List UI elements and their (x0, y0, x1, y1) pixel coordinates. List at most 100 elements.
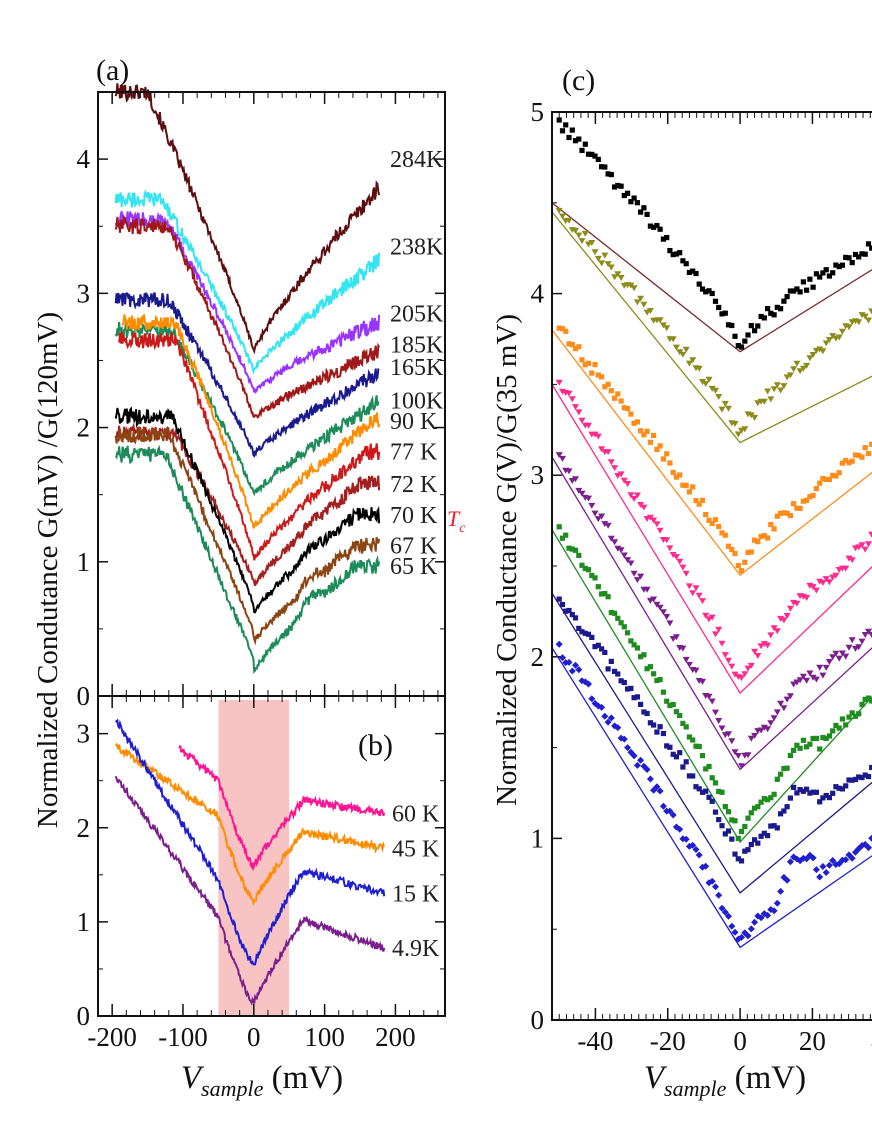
panel-c-data-point (581, 230, 589, 237)
panel-c-data-point (862, 772, 868, 778)
panel-b-series-label: 60 K (392, 802, 440, 828)
panel-c-data-point (820, 735, 826, 741)
panel-a-ytick-label: 4 (77, 144, 91, 174)
panel-c-fit-line (551, 202, 872, 353)
panel-c-data-point (787, 513, 793, 519)
panel-c-data-point (627, 492, 635, 499)
panel-c-ytick-label: 3 (531, 460, 545, 490)
panel-c-data-point (647, 223, 653, 229)
panel-c-data-point (683, 482, 689, 489)
panel-c-data-point (869, 245, 872, 251)
panel-c-data-point (774, 513, 780, 519)
panel-c-data-point (757, 727, 765, 734)
panel-c-data-point (794, 742, 800, 748)
panel-c-data-point (568, 667, 576, 675)
panel-c-ytick-label: 4 (531, 279, 545, 309)
panel-c-data-point (612, 395, 618, 401)
panel-c-data-point (628, 411, 634, 417)
panel-c-data-point (807, 276, 813, 282)
panel-c-data-point (559, 535, 566, 541)
panel-c-data-point (568, 396, 576, 403)
panel-c-data-point (807, 741, 813, 747)
panel-c-data-point (659, 609, 667, 616)
panel-c-data-point (699, 286, 706, 292)
panel-b-ytick-label: 1 (77, 907, 91, 937)
panel-c-data-point (673, 709, 679, 715)
panel-c-data-point (833, 784, 839, 790)
panel-c-data-point (667, 460, 673, 466)
panel-c-data-point (800, 498, 806, 504)
panel-c-data-point (628, 685, 634, 691)
panel-c-ytick-label: 1 (531, 823, 545, 853)
panel-c-data-point (638, 654, 644, 660)
panel-c-data-point (722, 831, 728, 837)
panel-b-series-line (178, 745, 386, 872)
panel-c-x-axis-title: Vsample (mV) (644, 1060, 806, 1101)
panel-c-data-point (624, 744, 632, 752)
panel-c-data-point (659, 802, 667, 810)
panel-c-data-point (800, 279, 806, 285)
panel-c-data-point (621, 624, 627, 630)
panel-c-data-point (638, 428, 644, 434)
panel-c-data-point (845, 555, 853, 562)
panel-c-data-point (751, 732, 759, 739)
panel-c-data-point (588, 502, 596, 509)
panel-c-data-point (657, 724, 663, 730)
panel-c-data-point (783, 613, 791, 619)
panel-c-data-point (803, 595, 811, 601)
panel-c-data-point (656, 604, 664, 611)
panel-c-data-point (773, 899, 781, 907)
panel-c-data-point (582, 362, 588, 368)
panel-c-data-point (732, 550, 738, 557)
panel-c-data-point (791, 784, 797, 790)
panel-c-data-point (865, 541, 872, 548)
panel-c-data-point (755, 840, 761, 846)
panel-c-fit-line (551, 384, 872, 695)
panel-c-data-point (780, 383, 788, 390)
panel-c-data-point (617, 275, 625, 281)
panel-c-data-point (575, 666, 583, 674)
panel-c-data-point (637, 573, 645, 580)
panel-c-data-point (852, 452, 859, 458)
panel-c-data-point (631, 642, 637, 648)
panel-c-data-point (764, 726, 772, 733)
panel-c-data-point (620, 477, 628, 484)
panel-c-data-point (666, 807, 674, 815)
panel-c-data-point (741, 426, 749, 433)
panel-c-data-point (791, 501, 797, 507)
panel-c-data-point (703, 289, 709, 295)
panel-c-data-point (617, 547, 625, 554)
panel-c-data-point (742, 338, 748, 344)
panel-c-data-point (565, 390, 573, 397)
panel-c-data-point (768, 823, 774, 829)
panel-c-data-point (852, 776, 859, 782)
panel-c-data-point (738, 763, 745, 770)
panel-c-data-point (653, 783, 661, 791)
panel-a-series-label: 205K (390, 301, 444, 327)
panel-c-data-point (673, 474, 679, 480)
panel-a-series-label: 67 K (390, 534, 438, 560)
panel-c-data-point (630, 496, 638, 502)
panel-c-data-point (843, 783, 849, 789)
panel-c-data-point (673, 251, 679, 257)
panel-c-data-point (591, 249, 599, 256)
panel-c-data-point (747, 925, 755, 933)
panel-c-data-point (572, 476, 579, 483)
panel-c-data-point (612, 610, 618, 616)
panel-c-data-point (716, 523, 722, 530)
panel-c-data-point (618, 620, 624, 626)
panel-c-data-point (765, 797, 771, 803)
panel-c-data-point (751, 648, 759, 655)
panel-c-data-point (624, 481, 632, 487)
panel-c-data-point (822, 869, 830, 876)
panel-c-data-point (836, 725, 842, 731)
panel-c-data-point (576, 344, 582, 350)
panel-c-data-point (859, 701, 865, 708)
panel-c-data-point (644, 710, 650, 717)
panel-c-data-point (611, 539, 619, 546)
panel-c-data-point (631, 695, 637, 701)
panel-c-data-point (579, 147, 585, 153)
panel-c-data-point (810, 284, 816, 290)
panel-c-data-point (843, 254, 849, 260)
panel-c-data-point (712, 883, 719, 891)
